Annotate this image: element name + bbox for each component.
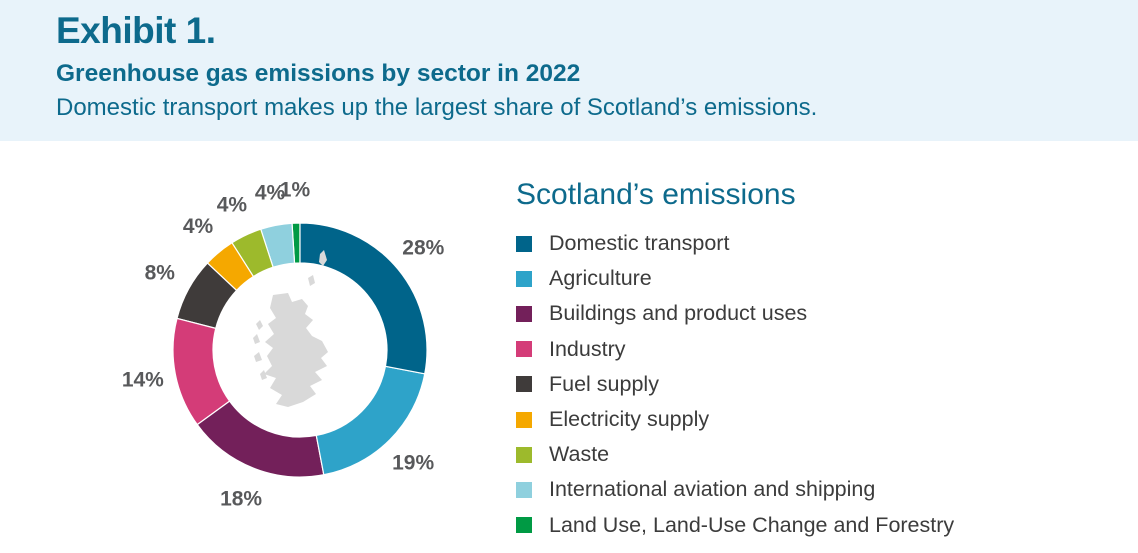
legend-label: Land Use, Land-Use Change and Forestry — [549, 512, 955, 537]
slice-label-international-aviation-and-shipping: 4% — [255, 181, 286, 204]
legend-item-international-aviation-and-shipping: International aviation and shipping — [516, 472, 1116, 507]
legend-label: Buildings and product uses — [549, 301, 808, 326]
legend-item-domestic-transport: Domestic transport — [516, 226, 1116, 261]
legend-swatch — [516, 517, 532, 534]
legend-label: Agriculture — [549, 266, 652, 291]
legend-item-fuel-supply: Fuel supply — [516, 367, 1116, 402]
legend-swatch — [516, 376, 532, 393]
legend: Scotland’s emissions Domestic transport A… — [516, 178, 1116, 543]
legend-item-buildings-and-product-uses: Buildings and product uses — [516, 296, 1116, 331]
slice-labels: 1%4%4%4%8%14%18%19%28% — [122, 179, 445, 511]
exhibit-number: Exhibit 1. — [56, 10, 216, 51]
legend-list: Domestic transport Agriculture Buildings a… — [516, 226, 1116, 543]
chart-subtitle: Domestic transport makes up the largest … — [56, 94, 818, 121]
slice-label-waste: 4% — [217, 194, 248, 217]
legend-item-agriculture: Agriculture — [516, 261, 1116, 296]
legend-item-electricity-supply: Electricity supply — [516, 402, 1116, 437]
donut-slices — [172, 222, 428, 478]
legend-item-land-use-land-use-change-and-forestry: Land Use, Land-Use Change and Forestry — [516, 508, 1116, 543]
legend-label: Fuel supply — [549, 371, 659, 396]
chart-title: Greenhouse gas emissions by sector in 20… — [56, 60, 581, 87]
slice-label-land-use-land-use-change-and-forestry: 1% — [280, 179, 311, 202]
legend-swatch — [516, 235, 532, 252]
slice-label-buildings-and-product-uses: 18% — [220, 487, 262, 510]
legend-item-waste: Waste — [516, 437, 1116, 472]
slice-label-industry: 14% — [122, 368, 164, 391]
legend-swatch — [516, 341, 532, 358]
legend-label: Waste — [549, 442, 610, 467]
slice-domestic-transport — [299, 222, 428, 375]
legend-label: Industry — [549, 336, 626, 361]
slice-buildings-and-product-uses — [196, 400, 325, 478]
legend-label: Electricity supply — [549, 407, 710, 432]
legend-swatch — [516, 446, 532, 463]
legend-title: Scotland’s emissions — [516, 178, 796, 211]
legend-label: International aviation and shipping — [549, 477, 876, 502]
legend-swatch — [516, 481, 532, 498]
donut-chart: 1%4%4%4%8%14%18%19%28% — [122, 179, 445, 511]
slice-label-agriculture: 19% — [392, 452, 434, 475]
slice-label-fuel-supply: 8% — [145, 261, 176, 284]
slice-label-electricity-supply: 4% — [183, 215, 214, 238]
legend-item-industry: Industry — [516, 332, 1116, 367]
legend-label: Domestic transport — [549, 231, 730, 256]
legend-swatch — [516, 411, 532, 428]
legend-swatch — [516, 305, 532, 322]
legend-swatch — [516, 270, 532, 287]
scotland-map-icon — [253, 250, 328, 407]
slice-label-domestic-transport: 28% — [402, 237, 444, 260]
header-banner: Exhibit 1. Greenhouse gas emissions by s… — [0, 0, 1138, 141]
